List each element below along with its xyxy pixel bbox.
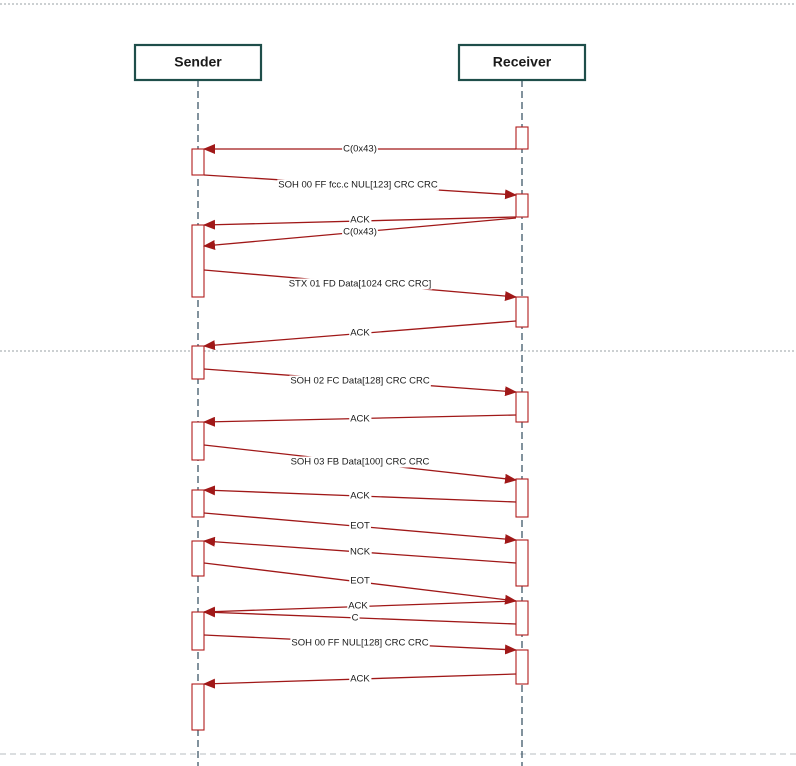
message-5[interactable]: STX 01 FD Data[1024 CRC CRC] <box>203 269 517 302</box>
message-15[interactable]: C <box>203 607 517 625</box>
message-label-background <box>349 413 372 425</box>
message-label: ACK <box>348 601 368 612</box>
activation-bar <box>515 649 529 685</box>
message-6[interactable]: ACK <box>203 320 517 351</box>
receiver-actor-box <box>457 43 587 82</box>
message-label-background <box>348 546 372 558</box>
message-label-background <box>347 600 370 612</box>
message-16[interactable]: SOH 00 FF NUL[128] CRC CRC <box>203 634 517 655</box>
message-2[interactable]: SOH 00 FF fcc.c NUL[123] CRC CRC <box>203 174 517 200</box>
message-label: EOT <box>350 521 370 532</box>
message-label: STX 01 FD Data[1024 CRC CRC] <box>289 279 432 290</box>
message-8[interactable]: ACK <box>203 413 517 427</box>
activation-bar <box>191 611 205 651</box>
activation-bar <box>515 126 529 150</box>
sender-actor-box <box>133 43 263 82</box>
message-label-background <box>289 375 431 387</box>
activation-bar <box>191 224 205 298</box>
sender-actor[interactable]: Sender <box>133 43 263 82</box>
message-label: SOH 00 FF NUL[128] CRC CRC <box>291 638 428 649</box>
message-label-background <box>287 278 433 290</box>
message-label-background <box>349 520 371 532</box>
message-10[interactable]: ACK <box>203 485 517 503</box>
activation-bar <box>191 683 205 731</box>
message-label-background <box>342 226 378 238</box>
activation-bar <box>191 421 205 461</box>
message-label-background <box>349 327 372 339</box>
message-label: C(0x43) <box>343 144 377 155</box>
message-label: EOT <box>350 576 370 587</box>
message-17[interactable]: ACK <box>203 673 517 689</box>
message-9[interactable]: SOH 03 FB Data[100] CRC CRC <box>203 444 517 484</box>
activation-bar <box>191 345 205 380</box>
activation-bar <box>515 391 529 423</box>
message-label-background <box>277 179 439 191</box>
message-label: C <box>352 613 359 624</box>
receiver-actor-label: Receiver <box>493 54 552 70</box>
message-11[interactable]: EOT <box>203 512 517 545</box>
message-label-background <box>349 214 372 226</box>
message-label: SOH 03 FB Data[100] CRC CRC <box>291 457 430 468</box>
message-arrow <box>203 607 517 625</box>
message-label-background <box>290 637 430 649</box>
message-3[interactable]: ACK <box>203 214 517 230</box>
messages: C(0x43) SOH 00 FF fcc.c NUL[123] CRC CRC A… <box>203 143 517 689</box>
message-13[interactable]: EOT <box>203 562 517 605</box>
message-label-background <box>350 612 360 624</box>
activation-bar <box>191 540 205 577</box>
message-label-background <box>349 490 372 502</box>
activation-bar <box>515 296 529 328</box>
message-12[interactable]: NCK <box>203 536 517 564</box>
message-label-background <box>349 575 371 587</box>
activations <box>191 126 529 731</box>
message-label: SOH 02 FC Data[128] CRC CRC <box>290 376 430 387</box>
receiver-actor[interactable]: Receiver <box>457 43 587 82</box>
message-label: C(0x43) <box>343 227 377 238</box>
activation-bar <box>191 489 205 518</box>
activation-bar <box>191 148 205 176</box>
message-label: ACK <box>350 674 370 685</box>
activation-bar <box>515 193 529 218</box>
message-label-background <box>342 143 378 155</box>
sender-actor-label: Sender <box>174 54 222 70</box>
activation-bar <box>515 600 529 636</box>
message-1[interactable]: C(0x43) <box>203 143 516 155</box>
message-label: ACK <box>350 328 370 339</box>
message-7[interactable]: SOH 02 FC Data[128] CRC CRC <box>203 368 517 397</box>
message-14[interactable]: ACK <box>203 600 517 617</box>
activation-bar <box>515 539 529 587</box>
message-label: ACK <box>350 414 370 425</box>
message-label: ACK <box>350 215 370 226</box>
message-4[interactable]: C(0x43) <box>203 217 517 250</box>
message-label: NCK <box>350 547 371 558</box>
message-label-background <box>349 673 372 685</box>
message-label: SOH 00 FF fcc.c NUL[123] CRC CRC <box>278 180 438 191</box>
activation-bar <box>515 478 529 518</box>
message-label-background <box>289 456 431 468</box>
message-label: ACK <box>350 491 370 502</box>
